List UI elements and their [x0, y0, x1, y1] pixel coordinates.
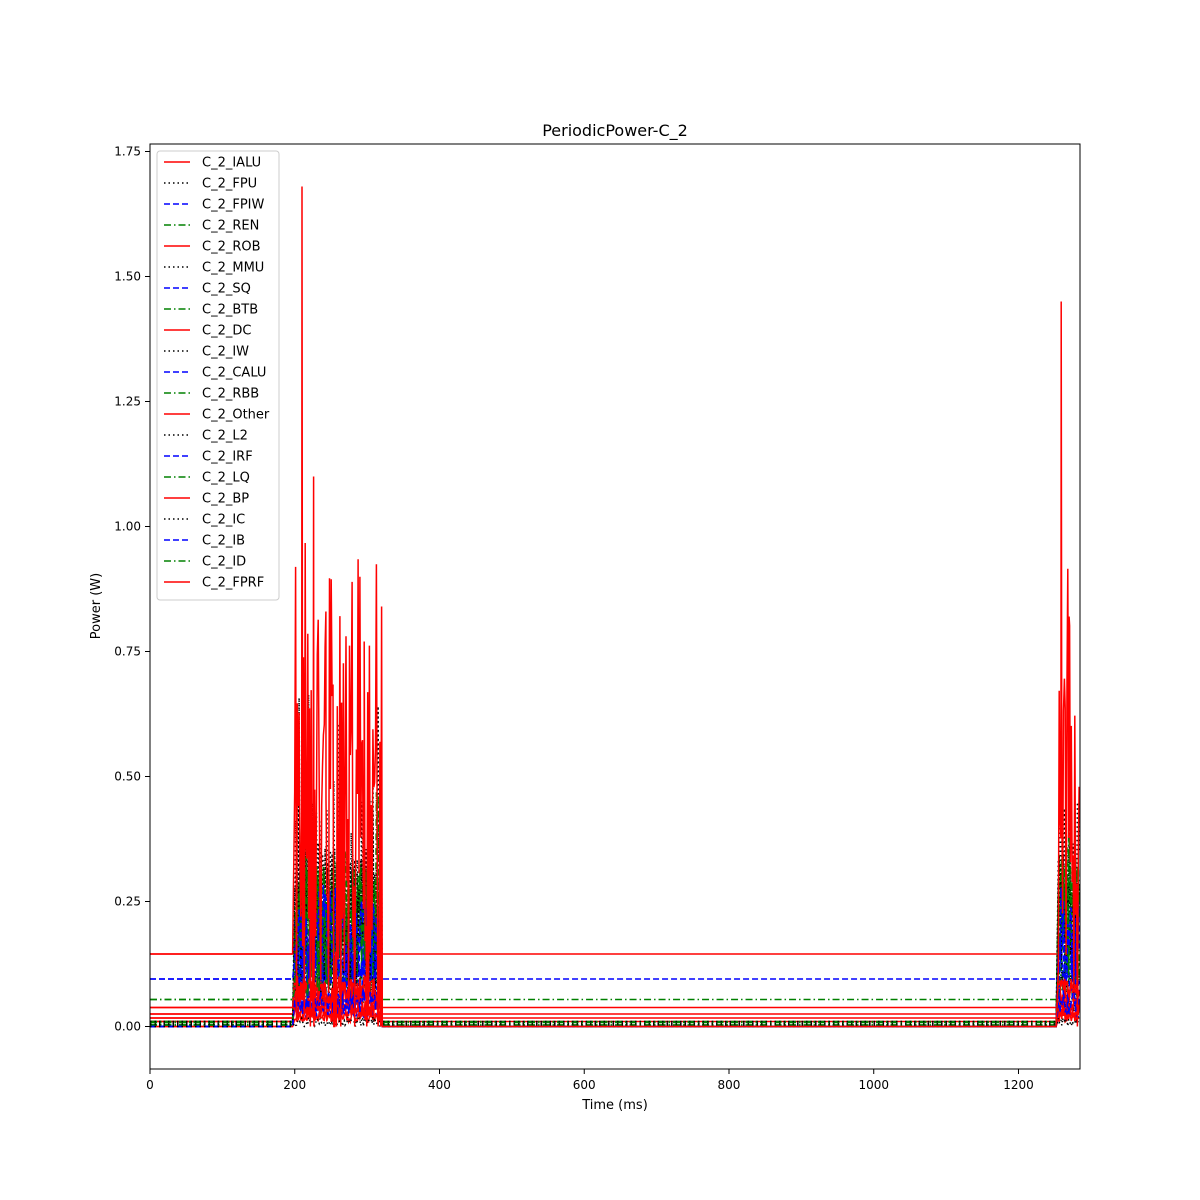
- legend-label: C_2_IC: [202, 513, 245, 528]
- series-line-c-2-lq: [150, 906, 1080, 1028]
- series-line-c-2-rob: [150, 973, 1080, 1028]
- legend-label: C_2_BP: [202, 492, 249, 507]
- legend-label: C_2_LQ: [202, 471, 250, 486]
- y-tick-label: 0.25: [114, 895, 141, 909]
- y-axis-label: Power (W): [89, 573, 104, 639]
- legend-label: C_2_MMU: [202, 261, 264, 276]
- legend-label: C_2_BTB: [202, 303, 258, 318]
- legend-label: C_2_IB: [202, 534, 245, 549]
- series-line-c-2-fpiw: [150, 885, 1080, 1028]
- y-tick-label: 0.00: [114, 1020, 141, 1034]
- series-line-c-2-fpu: [150, 1015, 1080, 1029]
- legend-label: C_2_FPU: [202, 177, 257, 192]
- legend-label: C_2_IRF: [202, 450, 253, 465]
- legend-label: C_2_RBB: [202, 387, 259, 402]
- series-line-c-2-sq: [150, 985, 1080, 1028]
- legend: C_2_IALU C_2_FPU C_2_FPIW C_2_REN C_2_ROB C_2…: [156, 150, 280, 601]
- legend-box: [156, 150, 280, 601]
- y-tick-label: 1.50: [114, 270, 141, 284]
- legend-label: C_2_IW: [202, 345, 249, 360]
- legend-label: C_2_ID: [202, 555, 246, 570]
- x-tick-label: 400: [428, 1078, 451, 1092]
- legend-label: C_2_FPIW: [202, 198, 264, 213]
- series-layer: [150, 186, 1080, 1029]
- series-line-c-2-rbb: [150, 860, 1080, 1028]
- series-line-c-2-btb: [150, 819, 1080, 1028]
- series-line-c-2-ren: [150, 792, 1080, 1028]
- series-line-c-2-calu: [150, 907, 1080, 1028]
- x-axis-label: Time (ms): [581, 1098, 648, 1113]
- y-axis: 0.00 0.25 0.50 0.75 1.00 1.25 1.50 1.75: [114, 145, 150, 1034]
- legend-label: C_2_Other: [202, 408, 270, 423]
- series-line-c-2-dc: [150, 980, 1080, 1028]
- y-tick-label: 1.75: [114, 145, 141, 159]
- legend-label: C_2_ROB: [202, 240, 261, 255]
- series-line-c-2-mmu: [150, 694, 1080, 1028]
- legend-label: C_2_REN: [202, 219, 259, 234]
- legend-label: C_2_SQ: [202, 282, 251, 297]
- legend-label: C_2_IALU: [202, 156, 261, 171]
- plot-frame: [149, 143, 1081, 1070]
- y-tick-label: 0.50: [114, 770, 141, 784]
- x-tick-label: 0: [146, 1078, 154, 1092]
- chart-title: PeriodicPower-C_2: [542, 121, 688, 141]
- series-line-c-2-ialu: [150, 186, 1080, 1028]
- legend-label: C_2_CALU: [202, 366, 266, 381]
- x-tick-label: 800: [718, 1078, 741, 1092]
- x-tick-label: 1200: [1003, 1078, 1034, 1092]
- x-tick-label: 600: [573, 1078, 596, 1092]
- legend-label: C_2_DC: [202, 324, 251, 339]
- legend-label: C_2_L2: [202, 429, 248, 444]
- x-axis: 0 200 400 600 800 1000 1200: [146, 1069, 1034, 1092]
- x-tick-label: 1000: [858, 1078, 889, 1092]
- y-tick-label: 1.00: [114, 520, 141, 534]
- series-line-c-2-ic: [150, 957, 1080, 1028]
- y-tick-label: 1.25: [114, 395, 141, 409]
- y-tick-label: 0.75: [114, 645, 141, 659]
- legend-label: C_2_FPRF: [202, 576, 264, 591]
- x-tick-label: 200: [283, 1078, 306, 1092]
